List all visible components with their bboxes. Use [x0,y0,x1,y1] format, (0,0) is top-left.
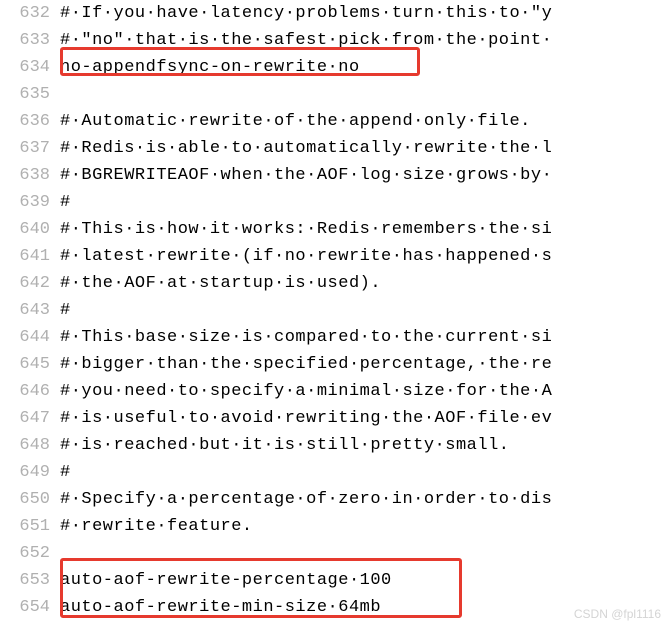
code-line[interactable]: 649# [0,459,669,486]
line-number: 640 [0,216,60,243]
code-line[interactable]: 635 [0,81,669,108]
code-text[interactable]: auto-aof-rewrite-percentage·100 [60,567,392,594]
code-text[interactable]: #·rewrite·feature. [60,513,253,540]
code-line[interactable]: 643# [0,297,669,324]
code-line[interactable]: 645#·bigger·than·the·specified·percentag… [0,351,669,378]
line-number: 651 [0,513,60,540]
watermark: CSDN @fpl1116 [574,607,661,621]
code-line[interactable]: 642#·the·AOF·at·startup·is·used). [0,270,669,297]
line-number: 641 [0,243,60,270]
line-number: 649 [0,459,60,486]
line-number: 647 [0,405,60,432]
code-text[interactable]: #·is·useful·to·avoid·rewriting·the·AOF·f… [60,405,552,432]
code-line[interactable]: 640#·This·is·how·it·works:·Redis·remembe… [0,216,669,243]
code-line[interactable]: 648#·is·reached·but·it·is·still·pretty·s… [0,432,669,459]
code-text[interactable]: # [60,189,71,216]
line-number: 652 [0,540,60,567]
line-number: 645 [0,351,60,378]
line-number: 646 [0,378,60,405]
code-line[interactable]: 650#·Specify·a·percentage·of·zero·in·ord… [0,486,669,513]
code-editor[interactable]: 632#·If·you·have·latency·problems·turn·t… [0,0,669,621]
line-number: 637 [0,135,60,162]
line-number: 634 [0,54,60,81]
code-text[interactable]: #·the·AOF·at·startup·is·used). [60,270,381,297]
code-line[interactable]: 637#·Redis·is·able·to·automatically·rewr… [0,135,669,162]
line-number: 654 [0,594,60,621]
code-line[interactable]: 633#·"no"·that·is·the·safest·pick·from·t… [0,27,669,54]
code-text[interactable]: #·you·need·to·specify·a·minimal·size·for… [60,378,552,405]
code-text[interactable]: #·Automatic·rewrite·of·the·append·only·f… [60,108,531,135]
code-line[interactable]: 653auto-aof-rewrite-percentage·100 [0,567,669,594]
line-number: 636 [0,108,60,135]
code-text[interactable]: #·Specify·a·percentage·of·zero·in·order·… [60,486,552,513]
code-line[interactable]: 634no-appendfsync-on-rewrite·no [0,54,669,81]
code-text[interactable]: no-appendfsync-on-rewrite·no [60,54,360,81]
code-text[interactable]: auto-aof-rewrite-min-size·64mb [60,594,381,621]
line-number: 644 [0,324,60,351]
code-line[interactable]: 638#·BGREWRITEAOF·when·the·AOF·log·size·… [0,162,669,189]
code-line[interactable]: 646#·you·need·to·specify·a·minimal·size·… [0,378,669,405]
code-text[interactable]: #·Redis·is·able·to·automatically·rewrite… [60,135,552,162]
code-text[interactable]: #·BGREWRITEAOF·when·the·AOF·log·size·gro… [60,162,552,189]
line-number: 642 [0,270,60,297]
code-line[interactable]: 654auto-aof-rewrite-min-size·64mb [0,594,669,621]
code-line[interactable]: 651#·rewrite·feature. [0,513,669,540]
code-line[interactable]: 632#·If·you·have·latency·problems·turn·t… [0,0,669,27]
code-text[interactable]: #·latest·rewrite·(if·no·rewrite·has·happ… [60,243,552,270]
line-number: 638 [0,162,60,189]
code-text[interactable]: #·"no"·that·is·the·safest·pick·from·the·… [60,27,552,54]
line-number: 648 [0,432,60,459]
code-text[interactable]: #·bigger·than·the·specified·percentage,·… [60,351,552,378]
code-line[interactable]: 652 [0,540,669,567]
line-number: 653 [0,567,60,594]
code-text[interactable]: #·is·reached·but·it·is·still·pretty·smal… [60,432,509,459]
code-line[interactable]: 639# [0,189,669,216]
code-line[interactable]: 641#·latest·rewrite·(if·no·rewrite·has·h… [0,243,669,270]
line-number: 632 [0,0,60,27]
code-line[interactable]: 636#·Automatic·rewrite·of·the·append·onl… [0,108,669,135]
code-text[interactable]: #·If·you·have·latency·problems·turn·this… [60,0,552,27]
line-number: 650 [0,486,60,513]
code-text[interactable]: # [60,459,71,486]
line-number: 633 [0,27,60,54]
line-number: 639 [0,189,60,216]
code-line[interactable]: 644#·This·base·size·is·compared·to·the·c… [0,324,669,351]
code-line[interactable]: 647#·is·useful·to·avoid·rewriting·the·AO… [0,405,669,432]
line-number: 635 [0,81,60,108]
code-text[interactable]: #·This·is·how·it·works:·Redis·remembers·… [60,216,552,243]
code-text[interactable]: # [60,297,71,324]
line-number: 643 [0,297,60,324]
code-text[interactable]: #·This·base·size·is·compared·to·the·curr… [60,324,552,351]
